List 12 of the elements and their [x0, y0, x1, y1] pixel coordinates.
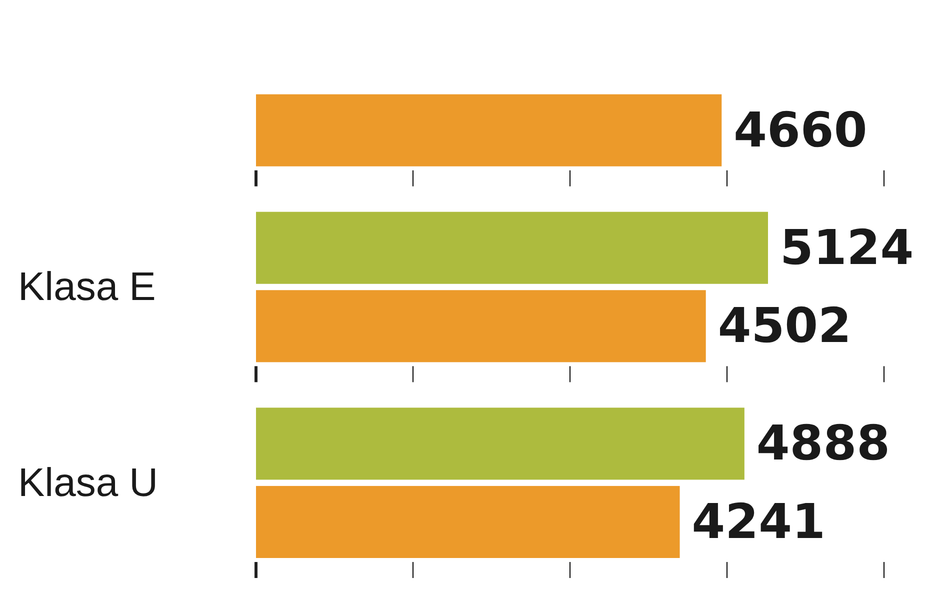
data-label: 5124: [780, 220, 914, 276]
data-label: 4502: [718, 298, 852, 354]
data-label: 4241: [692, 494, 826, 550]
bar: [256, 408, 744, 480]
bar: [256, 486, 680, 558]
data-label: 4888: [756, 416, 890, 472]
bar: [256, 290, 706, 362]
y-tick-label: Klasa E: [18, 265, 156, 309]
bar: [256, 212, 768, 284]
y-tick-label: Klasa U: [18, 460, 158, 505]
bar: [256, 94, 722, 166]
data-label: 4660: [734, 102, 868, 158]
